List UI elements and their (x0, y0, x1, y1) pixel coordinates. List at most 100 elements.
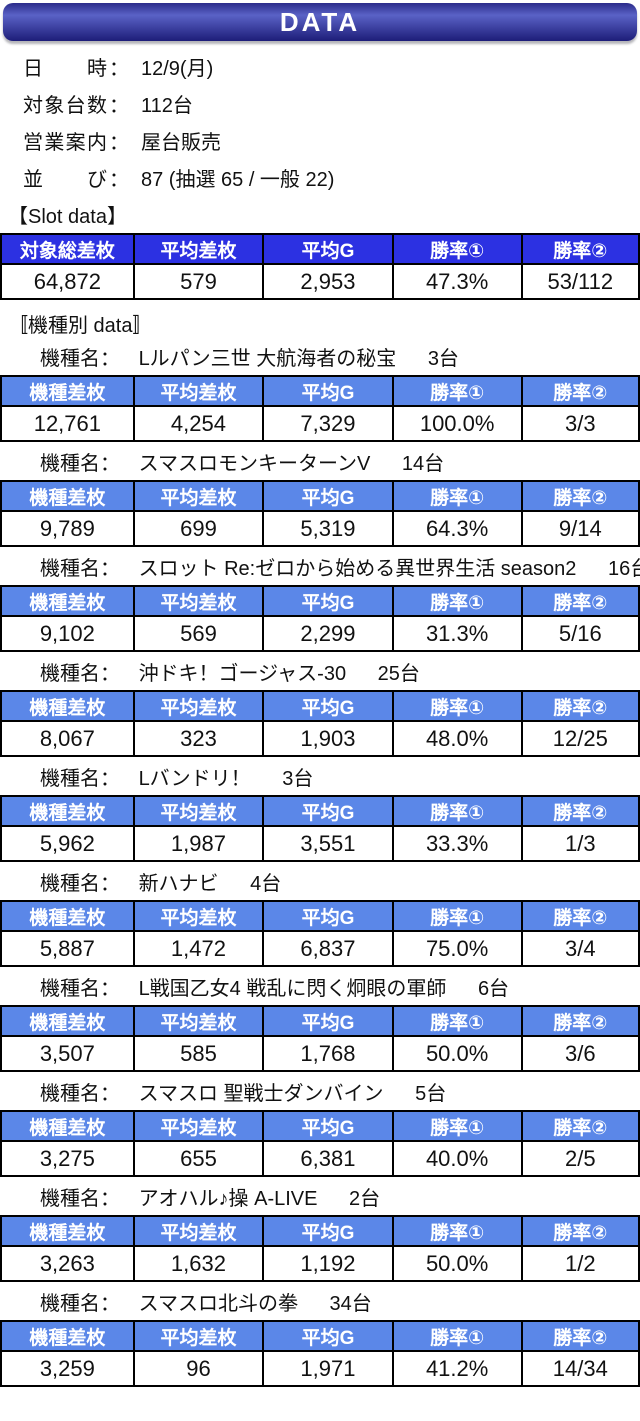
cell-winrate-1: 50.0% (391, 1035, 523, 1072)
cell-avg-games: 2,299 (262, 615, 394, 652)
column-header-avg-games: 平均G (262, 795, 394, 827)
column-header-avg-diff: 平均差枚 (132, 900, 265, 932)
column-header-avg-diff: 平均差枚 (132, 375, 265, 407)
column-header-winrate-2: 勝率② (520, 233, 640, 265)
machine-unit-count: 3台 (282, 768, 314, 790)
machine-table-header-row: 機種差枚 平均差枚 平均G 勝率① 勝率② (0, 1320, 640, 1352)
machine-table-header-row: 機種差枚 平均差枚 平均G 勝率① 勝率② (0, 1215, 640, 1247)
slot-table-header-row: 対象総差枚 平均差枚 平均G 勝率① 勝率② (0, 233, 640, 265)
machine-name: L戦国乙女4 戦乱に閃く炯眼の軍師 (138, 978, 447, 1000)
data-report-page: DATA 日 時 ： 12/9(月) 対象台数 ： 112台 営業案内 ： 屋台… (0, 3, 640, 1387)
machine-block: 機種名： スマスロ北斗の拳 34台 機種差枚 平均差枚 平均G 勝率① 勝率② … (0, 1293, 640, 1387)
column-header-avg-diff: 平均差枚 (132, 1110, 265, 1142)
cell-avg-games: 2,953 (262, 263, 394, 300)
column-header-winrate-2: 勝率② (520, 795, 640, 827)
machine-unit-count: 25台 (377, 663, 420, 685)
machine-name-label: 機種名： (40, 1293, 120, 1315)
slot-table-value-row: 64,872 579 2,953 47.3% 53/112 (0, 263, 640, 300)
column-header-winrate-1: 勝率① (391, 795, 523, 827)
column-header-winrate-2: 勝率② (520, 900, 640, 932)
machine-name: スマスロ北斗の拳 (138, 1293, 298, 1315)
cell-machine-diff: 9,789 (0, 510, 135, 547)
info-row-datetime: 日 時 ： 12/9(月) (23, 58, 640, 81)
cell-machine-diff: 3,263 (0, 1245, 135, 1282)
column-header-avg-diff: 平均差枚 (132, 1215, 265, 1247)
column-header-avg-diff: 平均差枚 (132, 1005, 265, 1037)
column-header-machine-diff: 機種差枚 (0, 585, 135, 617)
info-separator: ： (109, 132, 129, 154)
column-header-avg-games: 平均G (262, 375, 394, 407)
cell-winrate-1: 31.3% (391, 615, 523, 652)
column-header-avg-diff: 平均差枚 (132, 480, 265, 512)
machine-name-row: 機種名： スマスロ北斗の拳 34台 (40, 1293, 640, 1315)
machine-block: 機種名： Lバンドリ！ 3台 機種差枚 平均差枚 平均G 勝率① 勝率② 5,9… (0, 768, 640, 862)
machine-name-row: 機種名： スロット Re:ゼロから始める異世界生活 season2 16台 (40, 558, 640, 580)
cell-winrate-1: 47.3% (391, 263, 523, 300)
info-value-datetime: 12/9(月) (141, 58, 214, 80)
machine-name: アオハル♪操 A-LIVE (138, 1188, 318, 1210)
machine-block: 機種名： スロット Re:ゼロから始める異世界生活 season2 16台 機種… (0, 558, 640, 652)
column-header-avg-games: 平均G (262, 1215, 394, 1247)
column-header-winrate-2: 勝率② (520, 375, 640, 407)
machine-unit-count: 5台 (415, 1083, 447, 1105)
column-header-avg-games: 平均G (262, 233, 394, 265)
info-row-business-info: 営業案内 ： 屋台販売 (23, 132, 640, 155)
column-header-winrate-2: 勝率② (520, 1110, 640, 1142)
column-header-winrate-2: 勝率② (520, 480, 640, 512)
machine-block: 機種名： スマスロモンキーターンV 14台 機種差枚 平均差枚 平均G 勝率① … (0, 453, 640, 547)
machine-table-value-row: 9,102 569 2,299 31.3% 5/16 (0, 615, 640, 652)
cell-winrate-2: 12/25 (520, 720, 640, 757)
machine-unit-count: 14台 (401, 453, 445, 475)
column-header-avg-games: 平均G (262, 1320, 394, 1352)
machine-name-label: 機種名： (40, 978, 120, 1000)
machine-table-value-row: 3,263 1,632 1,192 50.0% 1/2 (0, 1245, 640, 1282)
machine-table-header-row: 機種差枚 平均差枚 平均G 勝率① 勝率② (0, 1005, 640, 1037)
cell-avg-games: 1,768 (262, 1035, 394, 1072)
cell-machine-diff: 3,507 (0, 1035, 135, 1072)
cell-winrate-2: 1/2 (520, 1245, 640, 1282)
machine-block: 機種名： 沖ドキ！ゴージャス-30 25台 機種差枚 平均差枚 平均G 勝率① … (0, 663, 640, 757)
info-row-queue: 並 び ： 87 (抽選 65 / 一般 22) (23, 169, 640, 192)
machine-name-row: 機種名： Lルパン三世 大航海者の秘宝 3台 (40, 348, 640, 370)
cell-winrate-1: 100.0% (391, 405, 523, 442)
cell-winrate-2: 5/16 (520, 615, 640, 652)
column-header-winrate-1: 勝率① (391, 233, 523, 265)
column-header-winrate-2: 勝率② (520, 1005, 640, 1037)
info-label: 対象台数 (23, 95, 107, 117)
machine-unit-count: 6台 (477, 978, 510, 1000)
cell-winrate-2: 2/5 (520, 1140, 640, 1177)
info-label: 並 び (23, 169, 107, 191)
machine-name-label: 機種名： (40, 1083, 120, 1105)
cell-machine-diff: 5,962 (0, 825, 135, 862)
column-header-winrate-1: 勝率① (391, 480, 523, 512)
machine-name-label: 機種名： (40, 768, 120, 790)
column-header-avg-diff: 平均差枚 (132, 233, 265, 265)
cell-winrate-2: 3/3 (520, 405, 640, 442)
cell-winrate-2: 3/4 (520, 930, 640, 967)
machine-table-value-row: 9,789 699 5,319 64.3% 9/14 (0, 510, 640, 547)
machine-name-row: 機種名： 新ハナビ 4台 (40, 873, 640, 895)
machine-table-value-row: 3,507 585 1,768 50.0% 3/6 (0, 1035, 640, 1072)
column-header-avg-diff: 平均差枚 (132, 690, 265, 722)
machine-name: スマスロモンキーターンV (138, 453, 371, 475)
cell-winrate-1: 33.3% (391, 825, 523, 862)
info-row-machine-count: 対象台数 ： 112台 (23, 95, 640, 118)
column-header-avg-games: 平均G (262, 1110, 394, 1142)
info-section: 日 時 ： 12/9(月) 対象台数 ： 112台 営業案内 ： 屋台販売 並 … (0, 41, 640, 192)
column-header-machine-diff: 機種差枚 (0, 1320, 135, 1352)
machine-name-label: 機種名： (40, 1188, 120, 1210)
column-header-machine-diff: 機種差枚 (0, 1110, 135, 1142)
machine-name-row: 機種名： スマスロモンキーターンV 14台 (40, 453, 640, 475)
cell-avg-diff: 323 (132, 720, 265, 757)
machine-name-row: 機種名： スマスロ 聖戦士ダンバイン 5台 (40, 1083, 640, 1105)
column-header-machine-diff: 機種差枚 (0, 900, 135, 932)
column-header-machine-diff: 機種差枚 (0, 1005, 135, 1037)
machine-name: 沖ドキ！ゴージャス-30 (138, 663, 347, 685)
page-title: DATA (279, 6, 361, 37)
machine-name-row: 機種名： Lバンドリ！ 3台 (40, 768, 640, 790)
column-header-avg-diff: 平均差枚 (132, 585, 265, 617)
machine-table-header-row: 機種差枚 平均差枚 平均G 勝率① 勝率② (0, 900, 640, 932)
machine-name-label: 機種名： (40, 348, 120, 370)
column-header-avg-diff: 平均差枚 (132, 1320, 265, 1352)
machine-unit-count: 2台 (349, 1188, 381, 1210)
